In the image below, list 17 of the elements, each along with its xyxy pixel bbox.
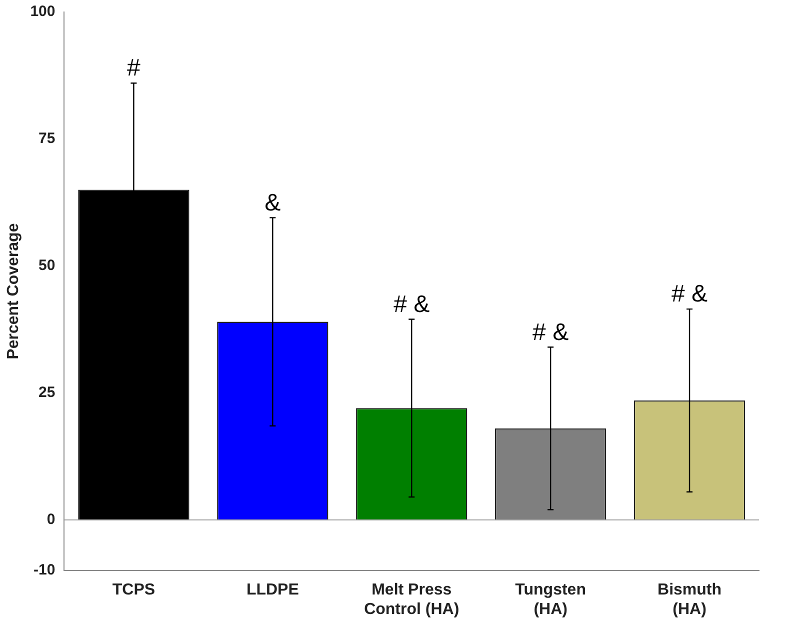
- annotation: # &: [532, 318, 569, 346]
- annotation: # &: [394, 290, 430, 318]
- y-axis-title: Percent Coverage: [5, 223, 22, 360]
- y-tick-label: 100: [30, 3, 56, 20]
- x-tick-label: TCPS: [112, 582, 156, 599]
- annotation: &: [264, 189, 281, 216]
- y-tick-label: 75: [38, 130, 56, 148]
- y-tick-label: 0: [46, 510, 56, 528]
- y-tick-label: 50: [38, 257, 56, 274]
- x-tick-label: Melt Press Control (HA): [364, 582, 460, 618]
- annotation: # &: [672, 280, 708, 308]
- x-tick-label: Bismuth (HA): [658, 582, 722, 618]
- annotation: #: [127, 54, 142, 82]
- x-tick-label: LLDPE: [246, 582, 300, 599]
- y-tick-label: 25: [38, 384, 56, 402]
- y-tick-label: -10: [34, 562, 56, 579]
- x-tick-label: Tungsten (HA): [515, 582, 586, 618]
